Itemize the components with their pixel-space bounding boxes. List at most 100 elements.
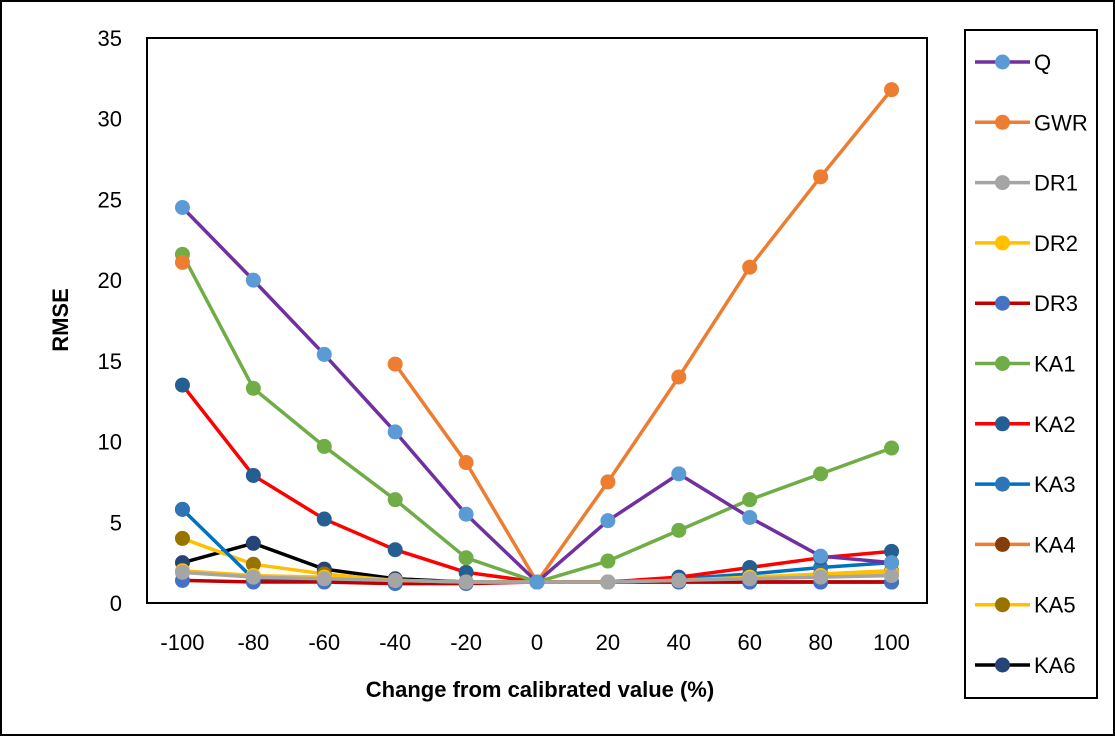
legend-swatch-marker [995, 295, 1010, 311]
legend-entry-ka4: KA4 [975, 532, 1076, 557]
x-tick-label: 0 [531, 630, 543, 655]
data-point-q [671, 466, 687, 482]
legend-box [964, 29, 1098, 699]
series-line-gwr [393, 88, 893, 584]
x-tick-label: 60 [737, 630, 761, 655]
series-layer [174, 82, 900, 592]
series-gwr [174, 82, 900, 590]
x-axis-title: Change from calibrated value (%) [366, 677, 714, 702]
data-point-dr1 [600, 574, 616, 590]
y-tick-label: 30 [98, 107, 122, 132]
data-point-q [529, 574, 545, 590]
legend-swatch-marker [995, 416, 1010, 432]
data-point-dr1 [671, 572, 687, 588]
x-tick-label: -80 [237, 630, 269, 655]
legend-entry-ka3: KA3 [975, 472, 1076, 497]
data-point-q [742, 509, 758, 525]
data-point-gwr [600, 474, 616, 490]
x-axis-ticks: -100 -80 -60 -40 -20 0 20 40 60 80 100 [160, 630, 909, 655]
data-point-ka1 [671, 522, 687, 538]
data-point-q [245, 272, 261, 288]
data-point-gwr [458, 455, 474, 471]
data-point-q [884, 555, 900, 571]
x-tick-label: 40 [667, 630, 691, 655]
legend-entry-ka5: KA5 [975, 593, 1076, 618]
x-tick-label: -100 [160, 630, 204, 655]
legend-label: KA3 [1034, 472, 1076, 497]
legend-swatch-marker [995, 114, 1010, 130]
data-point-ka3 [174, 501, 190, 517]
legend-swatch-marker [995, 536, 1010, 552]
data-point-ka1 [316, 438, 332, 454]
data-point-dr1 [245, 569, 261, 585]
data-point-q [600, 513, 616, 529]
data-point-q [813, 548, 829, 564]
data-point-ka1 [600, 553, 616, 569]
y-tick-label: 35 [98, 26, 122, 51]
series-q [174, 200, 900, 590]
data-point-dr1 [174, 564, 190, 580]
data-point-gwr [174, 254, 190, 270]
legend-label: KA6 [1034, 653, 1076, 678]
data-point-q [387, 424, 403, 440]
plot-area-border [146, 37, 928, 604]
legend-swatch-marker [995, 657, 1010, 673]
legend-swatch-marker [995, 476, 1010, 492]
data-point-ka1 [813, 466, 829, 482]
legend-label: KA4 [1034, 532, 1076, 557]
legend-entry-dr3: DR3 [975, 291, 1078, 316]
legend-entry-q: Q [975, 50, 1051, 75]
legend-label: DR1 [1034, 171, 1078, 196]
legend-entry-dr2: DR2 [975, 231, 1078, 256]
data-point-gwr [884, 82, 900, 98]
data-point-ka6 [245, 535, 261, 551]
y-tick-label: 20 [98, 268, 122, 293]
data-point-dr1 [316, 571, 332, 587]
data-point-dr1 [387, 572, 403, 588]
y-tick-label: 15 [98, 349, 122, 374]
data-point-ka1 [245, 380, 261, 396]
data-point-ka2 [387, 542, 403, 558]
data-point-ka2 [245, 467, 261, 483]
y-tick-label: 0 [110, 591, 122, 616]
data-point-ka1 [884, 440, 900, 456]
legend-entry-ka1: KA1 [975, 352, 1076, 377]
data-point-ka2 [884, 543, 900, 559]
data-point-q [458, 506, 474, 522]
legend-entry-ka2: KA2 [975, 412, 1076, 437]
data-point-ka5 [245, 556, 261, 572]
x-tick-label: -60 [308, 630, 340, 655]
legend-label: KA1 [1034, 352, 1076, 377]
data-point-ka1 [387, 492, 403, 508]
legend-swatch-marker [995, 597, 1010, 613]
data-point-gwr [387, 356, 403, 372]
y-axis-ticks: 0 5 10 15 20 25 30 35 [98, 26, 122, 616]
legend: Q GWR DR1 DR2 DR3 KA1 KA2 KA3 KA4 KA5 KA6 [975, 50, 1088, 678]
data-point-ka5 [174, 530, 190, 546]
data-point-dr1 [884, 568, 900, 584]
legend-entry-dr1: DR1 [975, 171, 1078, 196]
legend-swatch-marker [995, 175, 1010, 191]
y-axis-title: RMSE [48, 288, 73, 352]
legend-label: DR3 [1034, 291, 1078, 316]
y-tick-label: 10 [98, 430, 122, 455]
legend-label: DR2 [1034, 231, 1078, 256]
data-point-q [174, 200, 190, 215]
data-point-q [316, 346, 332, 362]
data-point-dr1 [813, 569, 829, 585]
data-point-ka2 [316, 511, 332, 527]
data-point-dr1 [742, 571, 758, 587]
data-point-gwr [671, 369, 687, 385]
legend-label: KA5 [1034, 593, 1076, 618]
legend-label: Q [1034, 50, 1051, 75]
data-point-gwr [813, 169, 829, 185]
y-tick-label: 25 [98, 187, 122, 212]
legend-swatch-marker [995, 54, 1010, 70]
legend-label: KA2 [1034, 412, 1076, 437]
data-point-dr1 [458, 574, 474, 590]
legend-swatch-marker [995, 356, 1010, 371]
x-tick-label: 100 [873, 630, 910, 655]
x-tick-label: 20 [596, 630, 620, 655]
